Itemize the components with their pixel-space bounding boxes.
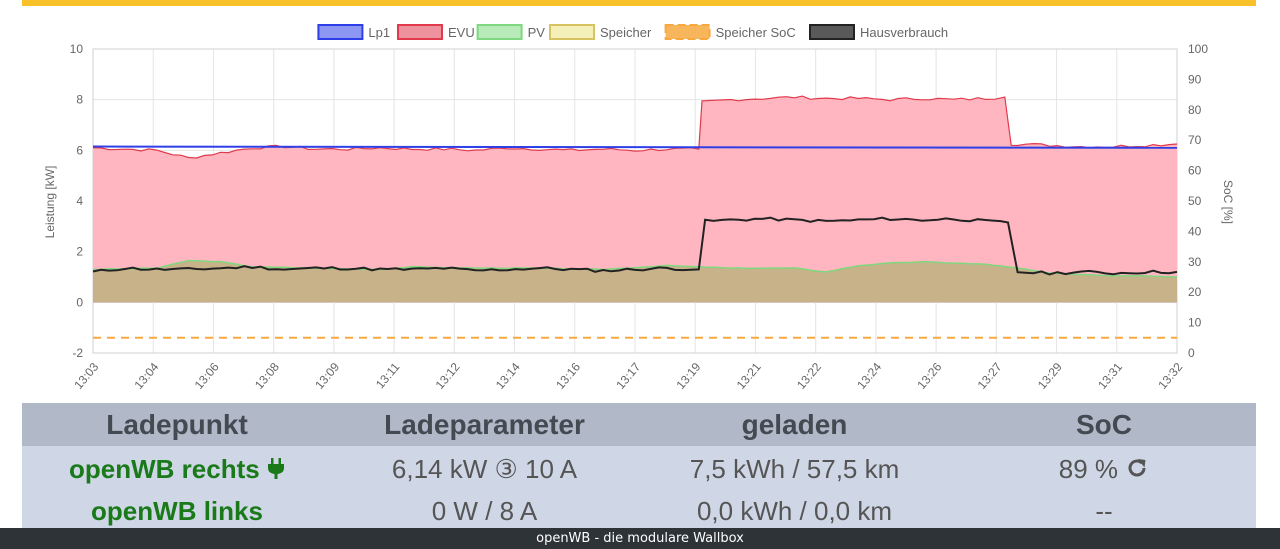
- x-tick-label: 13:27: [975, 360, 1005, 392]
- hausverbrauch-line: [92, 216, 1178, 276]
- table-header-row: Ladepunkt Ladeparameter geladen SoC: [22, 403, 1256, 446]
- x-tick-label: 13:21: [734, 360, 764, 392]
- x-tick-label: 13:11: [373, 360, 403, 392]
- y2-tick-label: 50: [1188, 194, 1202, 208]
- x-tick-label: 13:26: [914, 360, 944, 392]
- table-row-1-name[interactable]: openWB rechts: [22, 448, 332, 490]
- y-axis-title: Leistung [kW]: [43, 166, 57, 239]
- legend-label-evu[interactable]: EVU: [448, 25, 475, 40]
- table-row-1-charged: 7,5 kWh / 57,5 km: [689, 454, 900, 484]
- refresh-icon[interactable]: [1125, 450, 1149, 492]
- y-tick-label: 8: [76, 93, 83, 107]
- x-tick-label: 13:24: [854, 360, 884, 392]
- legend-label-hausverbrauch[interactable]: Hausverbrauch: [860, 25, 948, 40]
- x-tick-label: 13:22: [794, 360, 824, 392]
- y-axis-ticks: -2 0 2 4 6 8 10: [70, 42, 84, 360]
- y2-tick-label: 80: [1188, 103, 1202, 117]
- top-accent-bar: [22, 0, 1256, 6]
- pv-area: [93, 260, 1177, 303]
- table-row-1-soc: 89 %: [952, 448, 1256, 490]
- x-tick-label: 13:09: [312, 360, 342, 392]
- x-tick-label: 13:06: [192, 360, 222, 392]
- y2-tick-label: 60: [1188, 164, 1202, 178]
- x-tick-label: 13:08: [252, 360, 282, 392]
- y-tick-label: -2: [72, 346, 83, 360]
- table-row-2-charged: 0,0 kWh / 0,0 km: [696, 496, 893, 526]
- y2-tick-label: 20: [1188, 285, 1202, 299]
- header-ladepunkt: Ladepunkt: [106, 409, 248, 440]
- y-tick-label: 0: [76, 295, 83, 309]
- x-tick-label: 13:14: [493, 360, 523, 392]
- y2-tick-label: 100: [1188, 42, 1208, 56]
- legend-label-pv[interactable]: PV: [528, 25, 546, 40]
- legend-swatch-evu[interactable]: [397, 24, 443, 40]
- legend-label-lp1[interactable]: Lp1: [368, 25, 390, 40]
- charge-point-table: Ladepunkt Ladeparameter geladen SoC open…: [22, 403, 1256, 528]
- y2-tick-label: 70: [1188, 133, 1202, 147]
- x-tick-label: 13:19: [673, 360, 703, 392]
- chart-lines: [92, 95, 1178, 339]
- y2-tick-label: 90: [1188, 72, 1202, 86]
- y2-tick-label: 0: [1188, 346, 1195, 360]
- lp1-line: [92, 145, 1178, 149]
- y-tick-label: 10: [70, 42, 84, 56]
- y-tick-label: 2: [76, 245, 83, 259]
- y2-tick-label: 30: [1188, 255, 1202, 269]
- header-soc: SoC: [1076, 409, 1132, 440]
- power-chart: Lp1 EVU PV Speicher Speicher SoC Hausverbrauc…: [43, 24, 1235, 392]
- table-row-1-params: 6,14 kW ③ 10 A: [391, 454, 578, 484]
- header-ladeparameter: Ladeparameter: [384, 409, 585, 440]
- x-tick-label: 13:29: [1035, 360, 1065, 392]
- y-tick-label: 6: [76, 143, 83, 157]
- pv-line: [92, 259, 1178, 278]
- x-tick-label: 13:16: [553, 360, 583, 392]
- x-tick-label: 13:31: [1095, 360, 1125, 392]
- legend-swatch-speicher[interactable]: [549, 24, 595, 40]
- legend-swatch-hausverbrauch[interactable]: [809, 24, 855, 40]
- footer: openWB - die modulare Wallbox: [0, 528, 1280, 549]
- y2-tick-label: 40: [1188, 224, 1202, 238]
- x-tick-label: 13:32: [1155, 360, 1185, 392]
- x-tick-label: 13:12: [433, 360, 463, 392]
- legend-label-speicher_soc[interactable]: Speicher SoC: [716, 25, 796, 40]
- plug-icon: [267, 450, 285, 492]
- x-axis-ticks: 13:03 13:04 13:06 13:08 13:09 13:11 13:12 13:14…: [71, 360, 1185, 392]
- ladepunkt-name[interactable]: openWB rechts: [69, 454, 260, 484]
- x-tick-label: 13:04: [131, 360, 161, 392]
- legend-swatch-speicher_soc[interactable]: [664, 24, 711, 40]
- legend-label-speicher[interactable]: Speicher: [600, 25, 652, 40]
- table-row-2-params: 0 W / 8 A: [431, 496, 538, 526]
- chart-legend[interactable]: Lp1 EVU PV Speicher Speicher SoC Hausverbrauc…: [317, 24, 948, 40]
- table-row-2-soc: --: [1095, 496, 1113, 526]
- evu-line: [92, 95, 1178, 159]
- legend-swatch-pv[interactable]: [476, 24, 523, 40]
- y2-tick-label: 10: [1188, 316, 1202, 330]
- y2-axis-title: SoC [%]: [1221, 180, 1235, 224]
- soc-value: 89 %: [1058, 454, 1119, 484]
- y-tick-label: 4: [76, 194, 83, 208]
- x-tick-label: 13:03: [71, 360, 101, 392]
- table-row-2-name[interactable]: openWB links: [22, 491, 332, 529]
- legend-swatch-lp1[interactable]: [317, 24, 364, 40]
- header-geladen: geladen: [741, 409, 848, 440]
- x-tick-label: 13:17: [613, 360, 643, 392]
- ladepunkt-name[interactable]: openWB links: [91, 496, 263, 526]
